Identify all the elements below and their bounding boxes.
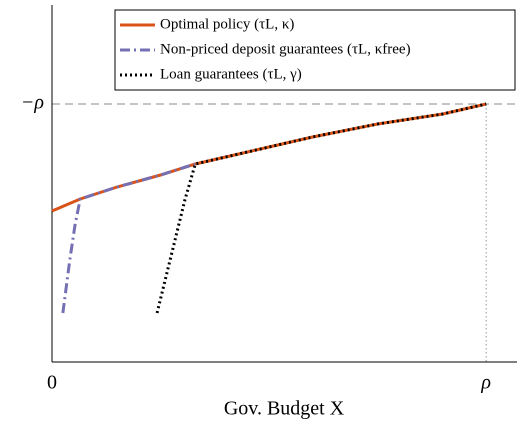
series-line <box>51 102 487 213</box>
series-line <box>155 102 487 314</box>
legend-box <box>114 9 516 91</box>
legend-label: Optimal policy (τL, κ) <box>160 16 294 32</box>
legend-label: Non-priced deposit guarantees (τL, κfree… <box>160 41 411 57</box>
series-line <box>61 162 196 314</box>
x-tick-label: ρ <box>480 372 491 394</box>
x-axis-label: Gov. Budget X <box>224 398 345 420</box>
y-tick-label: −ρ <box>21 92 44 114</box>
legend-label: Loan guarantees (τL, γ) <box>160 66 302 82</box>
x-tick-label: 0 <box>47 372 57 394</box>
